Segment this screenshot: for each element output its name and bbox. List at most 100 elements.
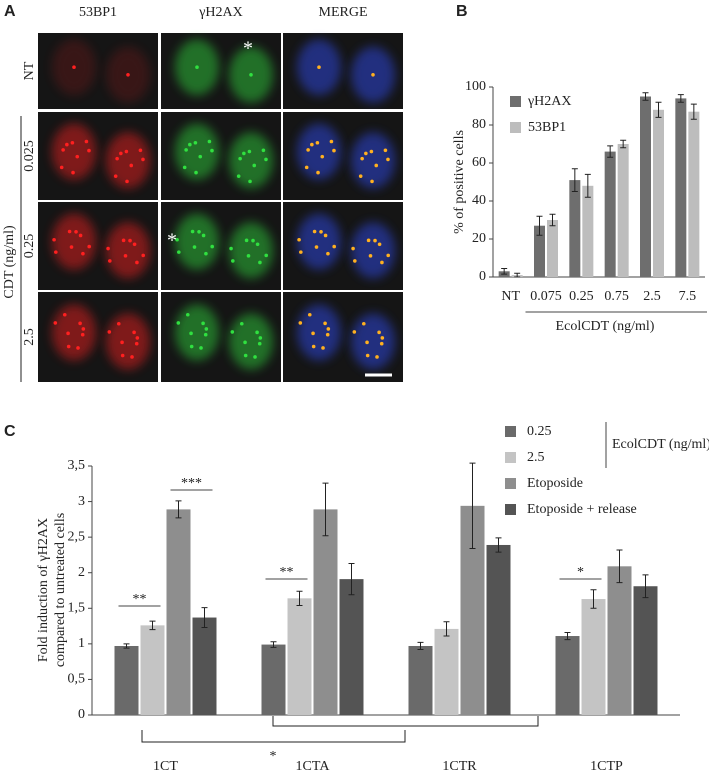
focus — [121, 238, 126, 243]
error-bar — [549, 213, 556, 227]
focus — [253, 355, 257, 359]
focus — [257, 341, 262, 346]
focus — [198, 154, 203, 159]
nucleus — [106, 222, 150, 279]
focus — [113, 174, 118, 178]
focus — [182, 165, 187, 170]
focus — [386, 157, 390, 162]
y-tick-label: 3 — [78, 494, 85, 509]
error-bar — [642, 92, 649, 101]
focus — [129, 163, 134, 168]
bar — [313, 509, 338, 715]
focus — [311, 344, 316, 349]
focus — [252, 163, 257, 168]
focus — [312, 229, 317, 234]
panel-label: A — [4, 3, 16, 20]
focus — [204, 327, 209, 331]
error-bar — [296, 590, 303, 606]
focus — [373, 238, 377, 243]
focus — [76, 346, 80, 350]
error-bar — [495, 537, 502, 553]
focus — [66, 331, 70, 336]
focus — [132, 242, 137, 247]
error-bar — [655, 101, 662, 118]
error-bar — [322, 482, 329, 537]
focus — [371, 73, 375, 77]
focus — [188, 142, 192, 147]
x-tick-label: 0.75 — [604, 289, 629, 304]
focus — [135, 260, 139, 265]
focus — [351, 246, 355, 251]
focus — [386, 253, 391, 258]
focus — [244, 238, 249, 243]
focus — [74, 230, 78, 234]
focus — [210, 148, 214, 153]
error-bar — [536, 215, 543, 236]
focus — [323, 321, 327, 326]
focus — [319, 230, 323, 234]
focus — [52, 237, 56, 242]
nucleus — [351, 132, 395, 189]
focus — [332, 244, 337, 249]
legend-swatch — [505, 478, 516, 489]
bar — [581, 599, 606, 715]
focus — [229, 246, 233, 251]
error-bar — [564, 631, 571, 641]
y-axis-label: % of positive cells — [452, 130, 467, 234]
focus — [249, 73, 253, 77]
legend-label: Etoposide — [527, 476, 583, 491]
y-axis-label: compared to untreated cells — [53, 513, 68, 667]
bar — [434, 628, 459, 715]
y-tick-label: 0 — [479, 269, 486, 284]
focus — [189, 344, 194, 349]
bar — [192, 617, 217, 715]
focus — [311, 331, 315, 336]
focus — [247, 149, 252, 154]
error-bar — [270, 641, 277, 648]
x-tick-label: NT — [501, 289, 520, 304]
focus — [380, 336, 385, 340]
focus — [298, 321, 303, 325]
bar — [617, 144, 629, 277]
y-tick-label: 0 — [78, 707, 85, 722]
x-tick-label: 0.25 — [569, 289, 594, 304]
focus — [374, 163, 379, 168]
focus — [243, 340, 247, 345]
focus — [243, 353, 248, 358]
focus — [310, 142, 314, 147]
nucleus — [52, 213, 96, 270]
focus — [383, 148, 388, 153]
focus — [116, 321, 121, 326]
focus — [231, 259, 235, 263]
focus — [360, 156, 364, 161]
significance: * — [577, 565, 584, 580]
focus — [370, 179, 374, 184]
focus — [87, 148, 91, 153]
x-axis-label: EcolCDT (ng/ml) — [556, 319, 655, 334]
bar — [547, 220, 558, 277]
focus — [185, 312, 190, 317]
x-tick-label: 2.5 — [643, 289, 661, 304]
y-axis-label: Fold induction of γH2AX — [36, 518, 51, 662]
error-bar — [123, 643, 130, 649]
focus — [201, 233, 206, 238]
nucleus — [175, 304, 219, 361]
bar — [486, 544, 511, 715]
y-tick-label: 60 — [472, 155, 486, 170]
focus — [299, 250, 303, 254]
row-group-label: CDT (ng/ml) — [2, 225, 17, 299]
focus — [369, 149, 374, 154]
bar — [339, 579, 364, 715]
focus — [176, 321, 181, 325]
bar — [607, 566, 632, 715]
bar — [534, 225, 545, 277]
focus — [189, 331, 193, 336]
error-bar — [584, 173, 591, 198]
significance: ** — [280, 565, 294, 580]
focus — [134, 341, 139, 346]
error-bar — [149, 620, 156, 631]
focus — [53, 321, 58, 325]
nucleus — [52, 123, 96, 180]
focus — [119, 151, 123, 156]
error-bar — [201, 607, 208, 628]
